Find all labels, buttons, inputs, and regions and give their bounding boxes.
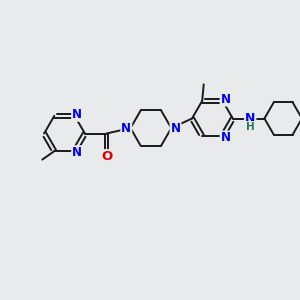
Text: N: N	[220, 131, 231, 145]
Text: N: N	[72, 146, 82, 159]
Text: N: N	[220, 92, 231, 106]
Text: H: H	[246, 122, 255, 132]
Text: O: O	[101, 150, 112, 163]
Text: N: N	[121, 122, 131, 135]
Text: N: N	[245, 112, 255, 125]
Text: N: N	[170, 122, 181, 135]
Text: N: N	[72, 108, 82, 121]
